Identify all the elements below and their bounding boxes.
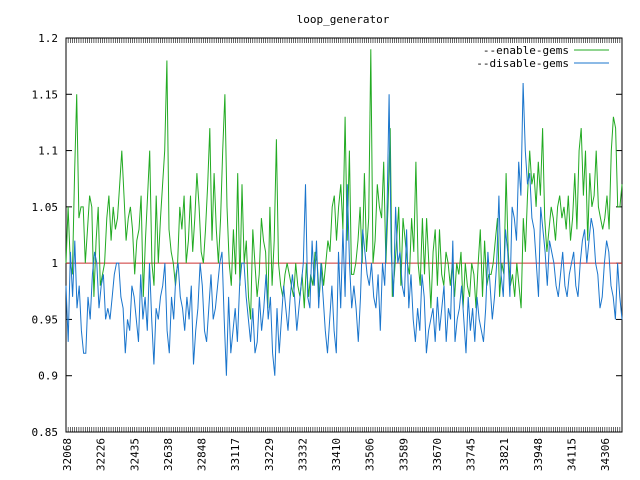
x-tick-label: 33117 bbox=[229, 438, 242, 471]
y-tick-label: 1 bbox=[51, 257, 58, 270]
y-tick-label: 1.15 bbox=[32, 88, 59, 101]
x-tick-label: 32068 bbox=[61, 438, 74, 471]
x-tick-label: 33506 bbox=[364, 438, 377, 471]
y-tick-label: 0.95 bbox=[32, 313, 59, 326]
x-tick-label: 34115 bbox=[565, 438, 578, 471]
y-tick-label: 1.1 bbox=[38, 145, 58, 158]
x-tick-label: 33410 bbox=[330, 438, 343, 471]
y-tick-label: 1.05 bbox=[32, 201, 59, 214]
series-line-disable-gems bbox=[65, 82, 623, 376]
legend: --enable-gems--disable-gems bbox=[476, 44, 609, 70]
x-tick-label: 33821 bbox=[498, 438, 511, 471]
x-tick-label: 32638 bbox=[162, 438, 175, 471]
y-tick-label: 0.9 bbox=[38, 370, 58, 383]
x-tick-label: 33745 bbox=[465, 438, 478, 471]
x-tick-label: 32848 bbox=[196, 438, 209, 471]
x-tick-label: 33670 bbox=[431, 438, 444, 471]
x-tick-label: 32226 bbox=[95, 438, 108, 471]
x-tick-label: 33229 bbox=[263, 438, 276, 471]
x-tick-label: 33332 bbox=[296, 438, 309, 471]
y-tick-label: 0.85 bbox=[32, 426, 59, 439]
x-tick-label: 33589 bbox=[397, 438, 410, 471]
legend-label: --disable-gems bbox=[476, 57, 569, 70]
x-tick-label: 32435 bbox=[128, 438, 141, 471]
x-tick-label: 33948 bbox=[532, 438, 545, 471]
plot-frame bbox=[65, 37, 623, 433]
series-line-enable-gems bbox=[65, 49, 623, 320]
legend-label: --enable-gems bbox=[483, 44, 569, 57]
x-tick-label: 34306 bbox=[599, 438, 612, 471]
chart-title: loop_generator bbox=[297, 13, 390, 26]
y-tick-label: 1.2 bbox=[38, 32, 58, 45]
